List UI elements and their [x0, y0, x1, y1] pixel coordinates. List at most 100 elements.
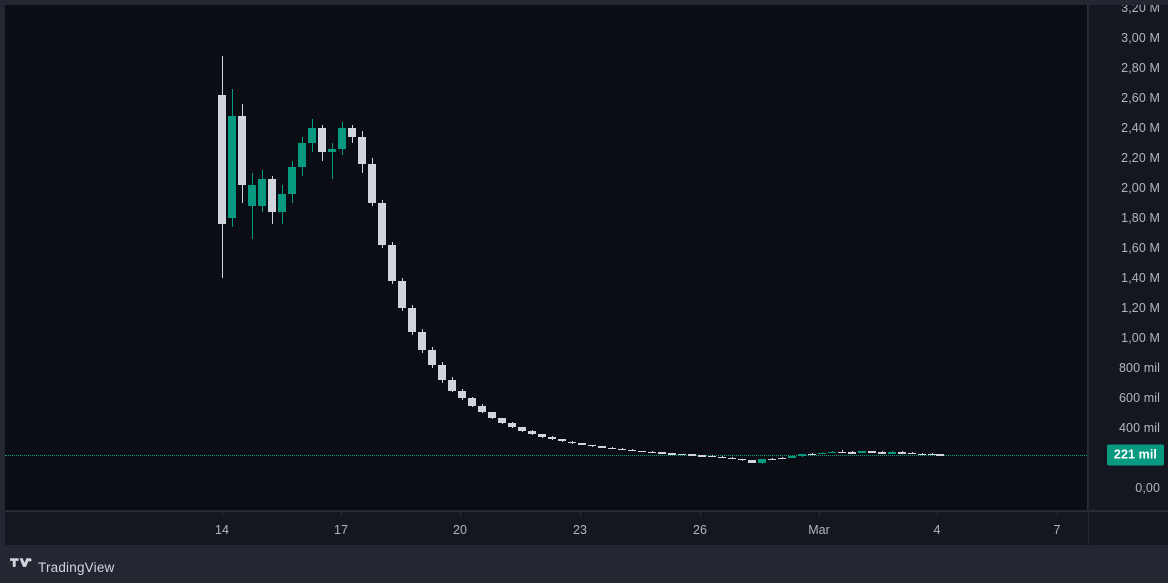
candle-body: [218, 95, 226, 224]
candlestick: [228, 5, 236, 510]
candlestick: [388, 5, 396, 510]
price-axis-tick-label: 2,80 M: [1121, 61, 1160, 75]
candlestick: [838, 5, 846, 510]
price-axis-tick-label: 1,80 M: [1121, 211, 1160, 225]
time-axis-tick-label: 23: [573, 523, 587, 537]
candlestick: [788, 5, 796, 510]
candlestick: [658, 5, 666, 510]
candle-body: [468, 398, 476, 406]
candlestick: [408, 5, 416, 510]
footer-bar: [0, 548, 1168, 583]
time-axis-tick: [222, 512, 223, 516]
candle-body: [618, 448, 626, 451]
candlestick: [918, 5, 926, 510]
candle-body: [638, 450, 646, 453]
candle-body: [488, 412, 496, 419]
candlestick: [768, 5, 776, 510]
tradingview-logo-icon: [10, 558, 32, 577]
candlestick: [468, 5, 476, 510]
price-axis-tick-label: 2,40 M: [1121, 121, 1160, 135]
candlestick: [808, 5, 816, 510]
candle-body: [448, 380, 456, 391]
candle-body: [768, 458, 776, 461]
candlestick: [588, 5, 596, 510]
candlestick: [708, 5, 716, 510]
candlestick: [498, 5, 506, 510]
candlestick: [518, 5, 526, 510]
price-axis-tick-label: 3,20 M: [1121, 5, 1160, 15]
time-axis-tick-label: 4: [933, 523, 941, 537]
candle-body: [898, 452, 906, 454]
candle-body: [278, 194, 286, 212]
candlestick: [598, 5, 606, 510]
candle-body: [538, 434, 546, 437]
price-axis-tick-label: 0,00: [1135, 481, 1160, 495]
candle-body: [668, 453, 676, 455]
candlestick: [288, 5, 296, 510]
candle-body: [458, 390, 466, 398]
candle-body: [428, 350, 436, 365]
candlestick: [728, 5, 736, 510]
price-axis-tick-label: 400 mil: [1119, 421, 1160, 435]
candle-body: [368, 164, 376, 203]
candle-body: [708, 455, 716, 458]
candle-body: [578, 443, 586, 445]
candle-body: [298, 143, 306, 167]
candlestick: [538, 5, 546, 510]
candlestick: [818, 5, 826, 510]
candle-body: [928, 453, 936, 456]
candlestick: [688, 5, 696, 510]
candlestick: [698, 5, 706, 510]
candlestick: [718, 5, 726, 510]
candle-body: [858, 451, 866, 453]
chart-pane[interactable]: [5, 5, 1088, 510]
time-axis-tick: [580, 512, 581, 516]
tradingview-logo[interactable]: TradingView: [10, 558, 115, 577]
time-axis-tick-label: 7: [1053, 523, 1061, 537]
candlestick: [358, 5, 366, 510]
candlestick: [618, 5, 626, 510]
candlestick: [648, 5, 656, 510]
candlestick: [748, 5, 756, 510]
price-axis-tick-label: 3,00 M: [1121, 31, 1160, 45]
candlestick: [298, 5, 306, 510]
candle-body: [508, 422, 516, 428]
candlestick: [418, 5, 426, 510]
candle-body: [518, 427, 526, 431]
candlestick: [898, 5, 906, 510]
candlestick: [928, 5, 936, 510]
candlestick: [238, 5, 246, 510]
price-axis-tick-label: 2,60 M: [1121, 91, 1160, 105]
time-axis-tick-label: 20: [453, 523, 467, 537]
candle-body: [838, 451, 846, 454]
time-axis-tick: [819, 512, 820, 516]
price-axis-tick-label: 1,60 M: [1121, 241, 1160, 255]
time-axis[interactable]: 14 17 20 23 26 Mar 4 7: [5, 511, 1088, 545]
candle-body: [748, 460, 756, 463]
candlestick: [828, 5, 836, 510]
candle-body: [848, 452, 856, 454]
candlestick: [548, 5, 556, 510]
time-axis-tick: [341, 512, 342, 516]
price-axis[interactable]: 3,20 M 3,00 M 2,80 M 2,60 M 2,40 M 2,20 M 2,00…: [1089, 5, 1168, 510]
candlestick: [368, 5, 376, 510]
candlestick: [678, 5, 686, 510]
candle-body: [558, 439, 566, 442]
candle-body: [438, 365, 446, 380]
candle-body: [258, 179, 266, 206]
candle-body: [868, 451, 876, 453]
candle-body: [918, 453, 926, 455]
candle-body: [528, 431, 536, 435]
candlestick: [578, 5, 586, 510]
price-axis-tick-label: 2,20 M: [1121, 151, 1160, 165]
candlestick: [398, 5, 406, 510]
tradingview-logo-text: TradingView: [38, 560, 115, 575]
candlestick: [858, 5, 866, 510]
candlestick: [778, 5, 786, 510]
candle-body: [818, 452, 826, 455]
candle-body: [936, 454, 944, 456]
candlestick: [568, 5, 576, 510]
time-axis-tick-label: 26: [693, 523, 707, 537]
candle-body: [238, 116, 246, 185]
candle-body: [398, 281, 406, 308]
